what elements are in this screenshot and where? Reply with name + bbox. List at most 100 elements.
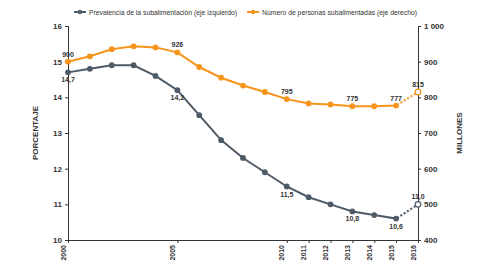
data-label: 11,5 (280, 191, 293, 199)
point (175, 50, 180, 55)
point (197, 65, 202, 70)
x-tick: 2014 (366, 240, 375, 261)
line (68, 46, 418, 106)
y-tick-label: 15 (53, 58, 62, 67)
y2-tick: 400 (418, 236, 438, 245)
y2-tick-mark (418, 97, 421, 98)
point (175, 88, 180, 93)
data-labels: 14,714,211,510,810,611,09009267957757778… (61, 41, 425, 230)
marks (66, 44, 421, 221)
legend-item: Prevalencia de la subalimentación (eje i… (74, 9, 237, 17)
data-label: 10,6 (389, 223, 403, 231)
y2-tick-label: 800 (424, 93, 438, 102)
x-tick-mark (309, 240, 310, 243)
point (372, 213, 377, 218)
x-tick: 2005 (169, 240, 178, 261)
x-tick-label: 2010 (278, 245, 285, 261)
x-tick: 2010 (278, 240, 287, 261)
y-tick: 11 (54, 200, 68, 209)
point (328, 102, 333, 107)
point (153, 74, 158, 79)
y-axis-title: PORCENTAJE (31, 105, 40, 160)
y-tick: 12 (53, 165, 68, 174)
point (372, 104, 377, 109)
point (394, 103, 399, 108)
y2-tick-mark (418, 133, 421, 134)
y2-tick-mark (418, 62, 421, 63)
x-tick: 2011 (300, 240, 309, 260)
point (263, 90, 268, 95)
data-label: 10,8 (346, 215, 360, 223)
line (68, 65, 418, 218)
x-tick-mark (374, 240, 375, 243)
y2-tick-label: 400 (424, 236, 438, 245)
point (197, 113, 202, 118)
point (66, 70, 71, 75)
y2-tick-mark (418, 169, 421, 170)
point (88, 54, 93, 59)
point (306, 195, 311, 200)
y-tick-mark (65, 204, 68, 205)
y-tick-mark (65, 26, 68, 27)
point (219, 138, 224, 143)
point (350, 209, 355, 214)
y-tick: 16 (53, 22, 68, 31)
x-tick-label: 2015 (388, 245, 395, 261)
point (284, 184, 289, 189)
point (306, 101, 311, 106)
x-tick-label: 2016 (410, 245, 417, 261)
x-tick: 2015 (388, 240, 397, 261)
legend-item: Número de personas subalimentadas (eje d… (247, 9, 417, 17)
y2-tick-label: 900 (424, 58, 438, 67)
x-tick-label: 2000 (60, 245, 67, 261)
y2-tick: 700 (418, 129, 438, 138)
y2-tick-mark (418, 26, 421, 27)
y-axis-line (65, 27, 69, 241)
x-tick: 2013 (344, 240, 353, 261)
data-label: 900 (62, 51, 74, 58)
x-tick-mark (352, 240, 353, 243)
chart: 2000200520102011201220132014201520161011… (0, 0, 480, 270)
x-axis-line (69, 241, 419, 244)
x-tick-mark (331, 240, 332, 243)
legend-label: Prevalencia de la subalimentación (eje i… (89, 9, 237, 17)
y-tick-mark (65, 97, 68, 98)
projection-dash (396, 204, 418, 218)
y2-tick-label: 700 (424, 129, 438, 138)
y2-tick: 600 (418, 165, 438, 174)
y-tick-mark (65, 169, 68, 170)
data-label: 11,0 (411, 193, 424, 201)
y-tick: 14 (53, 93, 68, 102)
y-tick-label: 16 (53, 22, 62, 31)
y2-axis-title: MILLONES (455, 112, 464, 154)
point (109, 63, 114, 68)
point (88, 67, 93, 72)
legend: Prevalencia de la subalimentación (eje i… (74, 9, 417, 17)
y-tick-mark (65, 240, 68, 241)
y-tick-label: 13 (53, 129, 62, 138)
x-tick-label: 2014 (366, 245, 373, 261)
point (131, 63, 136, 68)
y2-tick: 800 (418, 93, 438, 102)
point (415, 202, 421, 208)
x-tick-label: 2012 (322, 245, 329, 261)
data-label: 795 (281, 88, 293, 95)
legend-marker (251, 10, 255, 14)
point (66, 59, 71, 64)
x-tick: 2016 (410, 240, 419, 261)
data-label: 926 (172, 41, 184, 48)
point (241, 156, 246, 161)
x-tick-mark (396, 240, 397, 243)
data-label: 775 (347, 95, 359, 102)
legend-label: Número de personas subalimentadas (eje d… (262, 9, 417, 17)
point (328, 202, 333, 207)
x-tick-label: 2005 (169, 245, 176, 261)
y2-tick-mark (418, 240, 421, 241)
point (415, 89, 421, 95)
point (284, 97, 289, 102)
x-tick-label: 2011 (300, 245, 307, 260)
legend-marker (78, 10, 82, 14)
y2-tick-label: 600 (424, 165, 438, 174)
y2-tick: 900 (418, 58, 438, 67)
point (219, 75, 224, 80)
